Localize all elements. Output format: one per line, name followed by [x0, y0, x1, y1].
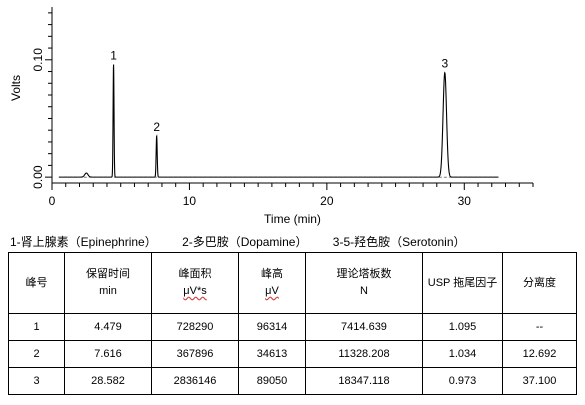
- chromatogram-chart: 0 10 20 30 0.00 0.10 Time (min) Volts 1 2 3: [9, 7, 534, 226]
- table-header-row: 峰号 保留时间 min 峰面积 μV*s 峰高 μV 理论塔板数 N USP 拖尾因子 …: [8, 252, 577, 314]
- chromatogram-trace: [58, 64, 499, 178]
- x-axis-label: Time (min): [264, 212, 321, 226]
- table-cell: 89050: [238, 367, 306, 395]
- peak-label: 2: [153, 120, 160, 134]
- table-cell: 3: [8, 367, 65, 395]
- peak-label: 1: [110, 48, 117, 62]
- x-tick-label: 0: [49, 194, 56, 208]
- table-cell: 367896: [151, 340, 239, 368]
- table-cell: 96314: [238, 313, 306, 341]
- table-cell: 0.973: [422, 367, 503, 395]
- table-row: 1 4.479 728290 96314 7414.639 1.095 --: [8, 313, 577, 341]
- table-cell: 18347.118: [305, 367, 423, 395]
- table-cell: 1: [8, 313, 65, 341]
- y-tick-label: 0.00: [31, 165, 45, 189]
- chart-ticks: [45, 12, 534, 190]
- header-peak-area: 峰面积 μV*s: [151, 252, 239, 314]
- table-cell: 1.034: [422, 340, 503, 368]
- x-tick-label: 30: [458, 194, 472, 208]
- peak-label: 3: [441, 57, 448, 71]
- legend-item: 3-5-羟色胺（Serotonin）: [332, 235, 466, 249]
- compound-legend: 1-肾上腺素（Epinephrine） 2-多巴胺（Dopamine） 3-5-…: [10, 233, 488, 250]
- header-tailing-factor: USP 拖尾因子: [422, 252, 503, 314]
- table-row: 2 7.616 367896 34613 11328.208 1.034 12.…: [8, 340, 577, 368]
- table-row: 3 28.582 2836146 89050 18347.118 0.973 3…: [8, 367, 577, 395]
- table-cell: 7.616: [64, 340, 152, 368]
- header-peak-height: 峰高 μV: [238, 252, 306, 314]
- table-cell: 28.582: [64, 367, 152, 395]
- table-cell: 34613: [238, 340, 306, 368]
- chart-axes: [51, 7, 533, 184]
- x-tick-label: 20: [320, 194, 334, 208]
- table-cell: 1.095: [422, 313, 503, 341]
- chart-traces: [58, 64, 499, 178]
- x-tick-label: 10: [183, 194, 197, 208]
- table-cell: --: [502, 313, 577, 341]
- table-cell: 7414.639: [305, 313, 423, 341]
- table-cell: 2: [8, 340, 65, 368]
- legend-item: 2-多巴胺（Dopamine）: [182, 235, 308, 249]
- y-axis-label: Volts: [9, 75, 23, 101]
- header-retention-time: 保留时间 min: [64, 252, 152, 314]
- table-cell: 11328.208: [305, 340, 423, 368]
- y-tick-label: 0.10: [31, 48, 45, 72]
- peak-results-table: 峰号 保留时间 min 峰面积 μV*s 峰高 μV 理论塔板数 N USP 拖尾因子 …: [8, 252, 577, 395]
- table-cell: 4.479: [64, 313, 152, 341]
- table-cell: 12.692: [502, 340, 577, 368]
- chart-labels: 0 10 20 30 0.00 0.10 Time (min) Volts 1 2 3: [9, 48, 471, 226]
- header-peak-number: 峰号: [8, 252, 65, 314]
- table-cell: 37.100: [502, 367, 577, 395]
- legend-item: 1-肾上腺素（Epinephrine）: [10, 235, 157, 249]
- header-theoretical-plates: 理论塔板数 N: [305, 252, 423, 314]
- header-resolution: 分离度: [502, 252, 577, 314]
- table-cell: 728290: [151, 313, 239, 341]
- table-cell: 2836146: [151, 367, 239, 395]
